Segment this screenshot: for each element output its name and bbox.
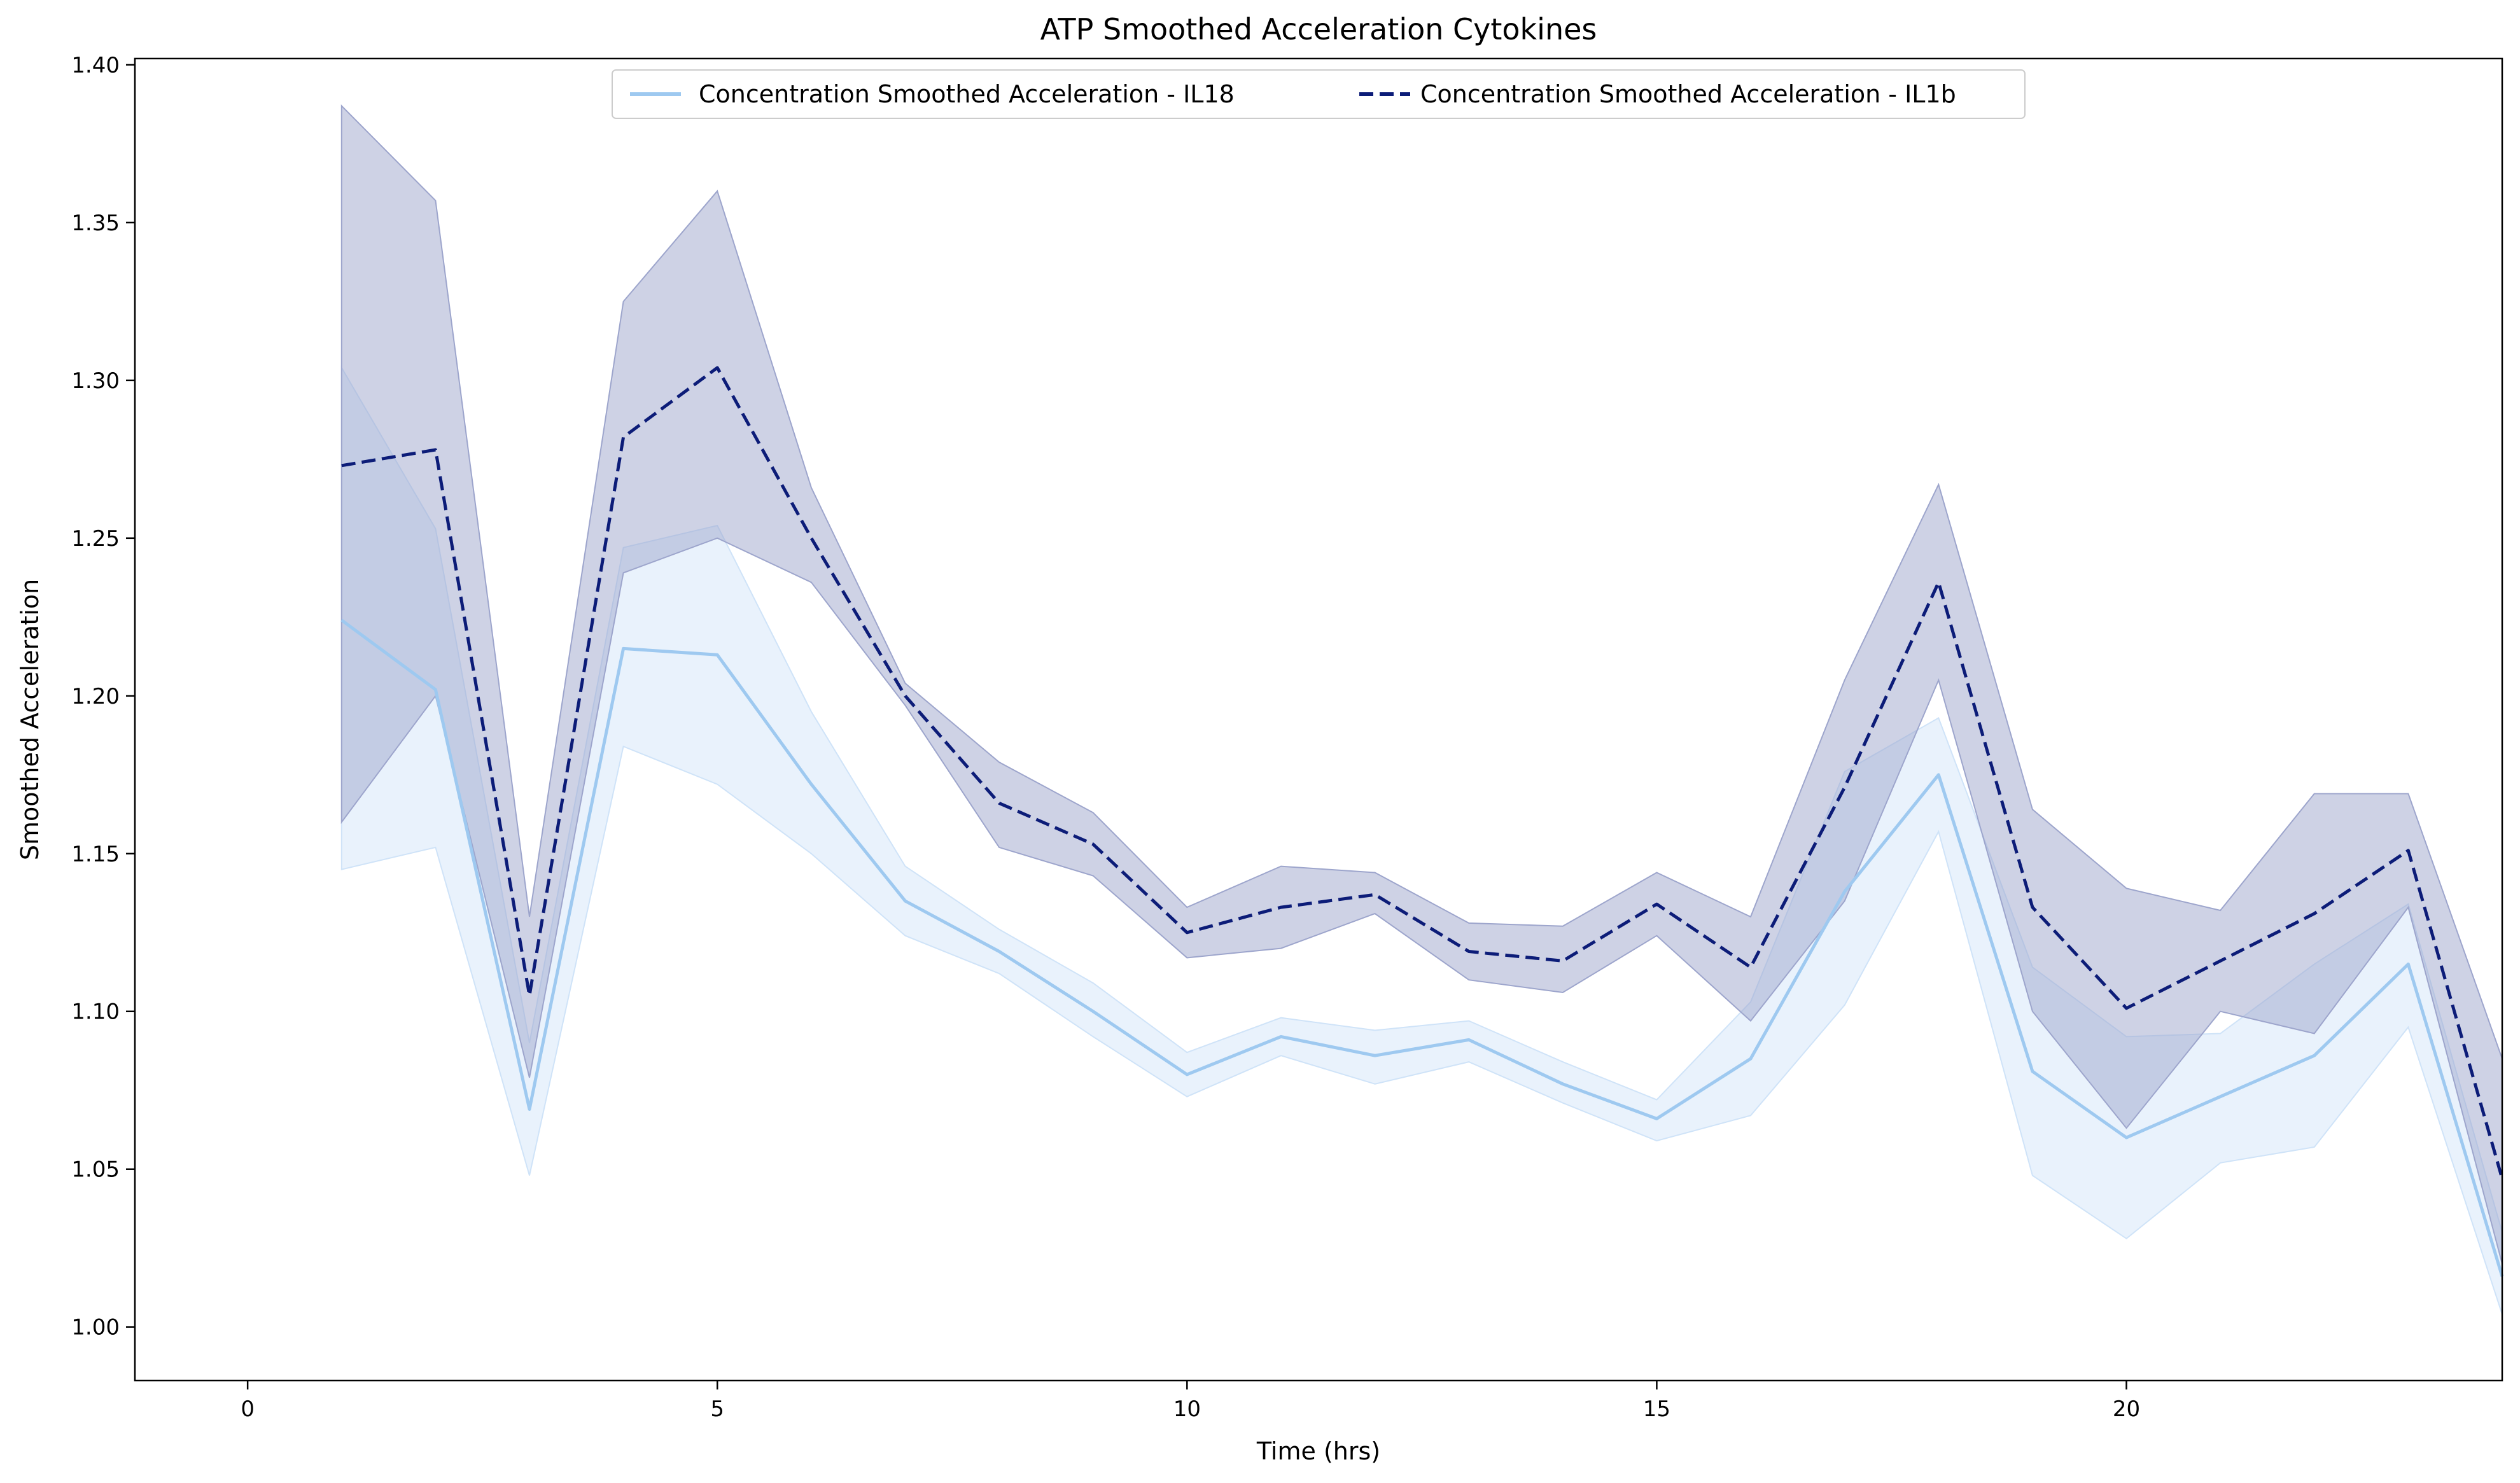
x-axis-label: Time (hrs): [1256, 1437, 1380, 1465]
x-tick-label: 5: [710, 1396, 724, 1422]
y-tick-label: 1.15: [71, 842, 120, 867]
legend-label-il1b: Concentration Smoothed Acceleration - IL…: [1420, 80, 1956, 108]
series-line-il18: [340, 618, 2504, 1278]
y-tick-label: 1.40: [71, 53, 120, 78]
chart-title: ATP Smoothed Acceleration Cytokines: [1040, 12, 1597, 46]
y-tick-label: 1.05: [71, 1157, 120, 1183]
x-tick-label: 15: [1643, 1396, 1670, 1422]
series-lines: [340, 366, 2504, 1278]
legend: Concentration Smoothed Acceleration - IL…: [612, 69, 2026, 119]
y-tick-label: 1.30: [71, 368, 120, 394]
y-tick-label: 1.20: [71, 684, 120, 709]
y-axis-label: Smoothed Acceleration: [16, 579, 44, 860]
plot-frame: [134, 57, 2503, 1382]
legend-label-il18: Concentration Smoothed Acceleration - IL…: [699, 80, 1235, 108]
y-axis-ticks: 1.00 1.05 1.10 1.15 1.20 1.25 1.30 1.35 1.40: [71, 53, 135, 1340]
x-axis-ticks: 0 5 10 15 20: [241, 1381, 2140, 1422]
y-tick-label: 1.00: [71, 1315, 120, 1340]
y-tick-label: 1.35: [71, 211, 120, 236]
y-tick-label: 1.10: [71, 999, 120, 1025]
x-tick-label: 10: [1173, 1396, 1201, 1422]
x-tick-label: 20: [2113, 1396, 2140, 1422]
x-tick-label: 0: [241, 1396, 255, 1422]
y-tick-label: 1.25: [71, 526, 120, 552]
legend-box: [612, 69, 2026, 119]
series-line-il1b: [341, 366, 2504, 1180]
